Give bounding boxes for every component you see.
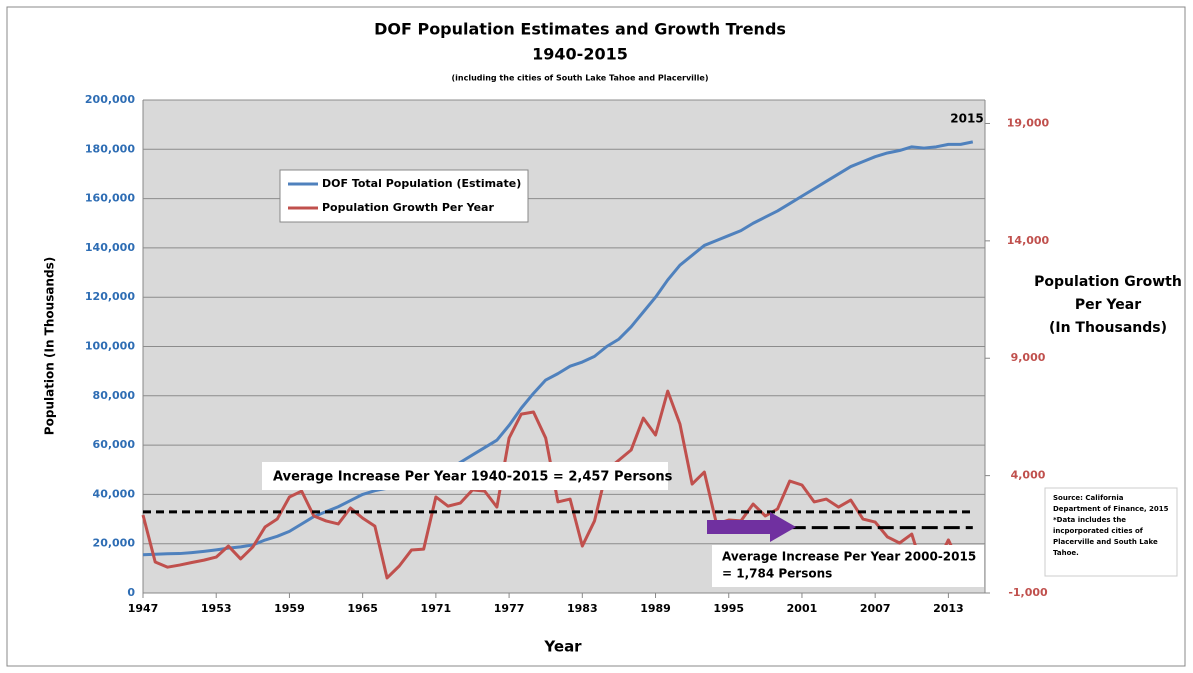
legend-label: DOF Total Population (Estimate) — [322, 177, 521, 190]
chart-title-2: 1940-2015 — [532, 45, 628, 64]
y-axis-label: Population (In Thousands) — [43, 257, 57, 435]
annotation: Average Increase Per Year 1940-2015 = 2,… — [273, 470, 673, 485]
y2-tick-label: -1,000 — [1008, 586, 1048, 599]
y-tick-label: 140,000 — [85, 241, 135, 254]
x-tick-label: 2001 — [787, 602, 818, 615]
y-tick-label: 100,000 — [85, 340, 135, 353]
y-tick-label: 200,000 — [85, 93, 135, 106]
legend-label: Population Growth Per Year — [322, 201, 494, 214]
source-box — [1044, 487, 1178, 577]
y2-tick-label: 14,000 — [1007, 234, 1050, 247]
x-tick-label: 2007 — [860, 602, 891, 615]
x-tick-label: 1983 — [567, 602, 598, 615]
source-text: Department of Finance, 2015 — [1053, 505, 1169, 513]
y-tick-label: 0 — [127, 586, 135, 599]
y-tick-label: 20,000 — [93, 537, 136, 550]
series-line — [141, 389, 974, 580]
y2-axis-label: Population Growth — [1034, 274, 1182, 290]
annotation: Average Increase Per Year 2000-2015 — [722, 550, 976, 564]
annotation: = 1,784 Persons — [722, 567, 832, 581]
y-tick-label: 160,000 — [85, 192, 135, 205]
x-tick-label: 1995 — [713, 602, 744, 615]
y2-tick-label: 19,000 — [1007, 116, 1050, 129]
annotation-box — [262, 462, 668, 490]
arrow — [707, 512, 796, 542]
y2-axis-label: (In Thousands) — [1049, 320, 1167, 336]
x-tick-label: 1989 — [640, 602, 671, 615]
source-text: Tahoe. — [1053, 549, 1079, 557]
x-tick-label: 1947 — [128, 602, 159, 615]
y2-tick-label: 4,000 — [1011, 469, 1046, 482]
y-tick-label: 120,000 — [85, 290, 135, 303]
x-tick-label: 1965 — [347, 602, 378, 615]
annotation-box — [712, 545, 984, 587]
source-text: *Data includes the — [1053, 516, 1126, 524]
y-tick-label: 40,000 — [93, 487, 136, 500]
y-tick-label: 180,000 — [85, 142, 135, 155]
chart-title: DOF Population Estimates and Growth Tren… — [374, 20, 786, 39]
x-tick-label: 1953 — [201, 602, 232, 615]
source-text: incporporated cities of — [1053, 527, 1144, 535]
y2-tick-label: 9,000 — [1011, 351, 1046, 364]
x-tick-label: 1977 — [494, 602, 525, 615]
x-tick-label: 2013 — [933, 602, 964, 615]
x-tick-label: 1959 — [274, 602, 305, 615]
source-text: Placerville and South Lake — [1053, 538, 1158, 546]
x-tick-label: 1971 — [421, 602, 452, 615]
y-tick-label: 60,000 — [93, 438, 136, 451]
series-line — [142, 140, 974, 557]
y-tick-label: 80,000 — [93, 389, 136, 402]
legend — [279, 169, 529, 223]
source-text: Source: California — [1053, 494, 1124, 502]
y2-axis-label: Per Year — [1075, 297, 1141, 313]
x-axis-label: Year — [543, 638, 582, 656]
end-label: 2015 — [950, 112, 983, 126]
chart-subtitle: (including the cities of South Lake Taho… — [451, 74, 708, 83]
